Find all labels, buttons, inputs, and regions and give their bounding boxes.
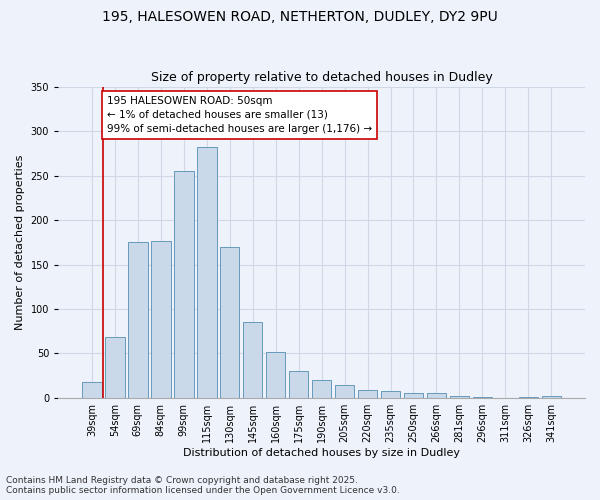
Bar [542, 396, 561, 398]
Bar [289, 371, 308, 398]
X-axis label: Distribution of detached houses by size in Dudley: Distribution of detached houses by size … [183, 448, 460, 458]
Bar [128, 242, 148, 398]
Bar [518, 397, 538, 398]
Bar [243, 322, 262, 398]
Bar [82, 382, 101, 398]
Y-axis label: Number of detached properties: Number of detached properties [15, 154, 25, 330]
Text: 195 HALESOWEN ROAD: 50sqm
← 1% of detached houses are smaller (13)
99% of semi-d: 195 HALESOWEN ROAD: 50sqm ← 1% of detach… [107, 96, 372, 134]
Bar [335, 386, 355, 398]
Title: Size of property relative to detached houses in Dudley: Size of property relative to detached ho… [151, 72, 493, 85]
Bar [266, 352, 286, 398]
Text: 195, HALESOWEN ROAD, NETHERTON, DUDLEY, DY2 9PU: 195, HALESOWEN ROAD, NETHERTON, DUDLEY, … [102, 10, 498, 24]
Bar [151, 242, 170, 398]
Bar [105, 338, 125, 398]
Bar [473, 397, 492, 398]
Bar [358, 390, 377, 398]
Bar [174, 172, 194, 398]
Text: Contains HM Land Registry data © Crown copyright and database right 2025.
Contai: Contains HM Land Registry data © Crown c… [6, 476, 400, 495]
Bar [449, 396, 469, 398]
Bar [427, 394, 446, 398]
Bar [381, 392, 400, 398]
Bar [197, 146, 217, 398]
Bar [312, 380, 331, 398]
Bar [220, 247, 239, 398]
Bar [404, 394, 423, 398]
